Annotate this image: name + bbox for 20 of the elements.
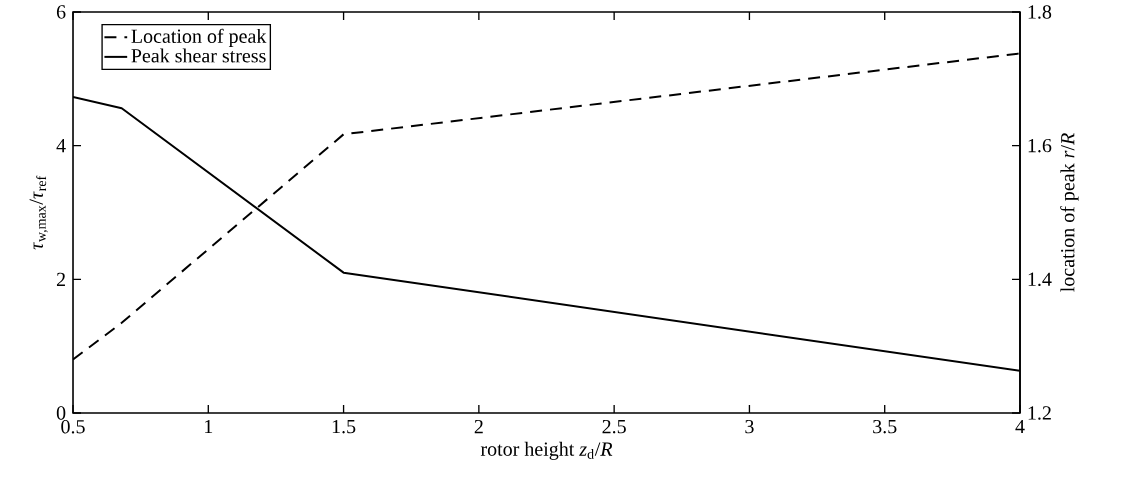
y-tick-label: 4 [56, 139, 66, 153]
y-tick-label: 0 [56, 406, 66, 420]
y2-tick-label: 1.8 [1028, 5, 1052, 19]
x-tick-label: 2 [474, 419, 483, 434]
x-tick-label: 2.5 [602, 419, 626, 434]
y-tick-label: 6 [56, 5, 66, 19]
x-axis-title: rotor height z$_{d}$/R [480, 441, 613, 460]
x-tick-label: 0.5 [61, 419, 85, 434]
x-tick-label: 1.5 [332, 419, 356, 434]
legend-label: Location of peak [131, 28, 267, 48]
y2-tick-label: 1.2 [1028, 406, 1051, 420]
y-tick-label: 2 [56, 272, 65, 286]
x-tick-label: 1 [205, 419, 213, 434]
y2-tick-label: 1.4 [1028, 272, 1052, 287]
x-tick-label: 4 [1015, 419, 1025, 434]
y2-tick-label: 1.6 [1028, 138, 1052, 153]
x-tick-label: 3.5 [873, 419, 897, 434]
x-tick-label: 3 [745, 419, 754, 434]
legend-label: Peak shear stress [131, 48, 266, 63]
y-axis-title: τ$_{w,max}$/τ$_{ref}$ [29, 175, 48, 250]
